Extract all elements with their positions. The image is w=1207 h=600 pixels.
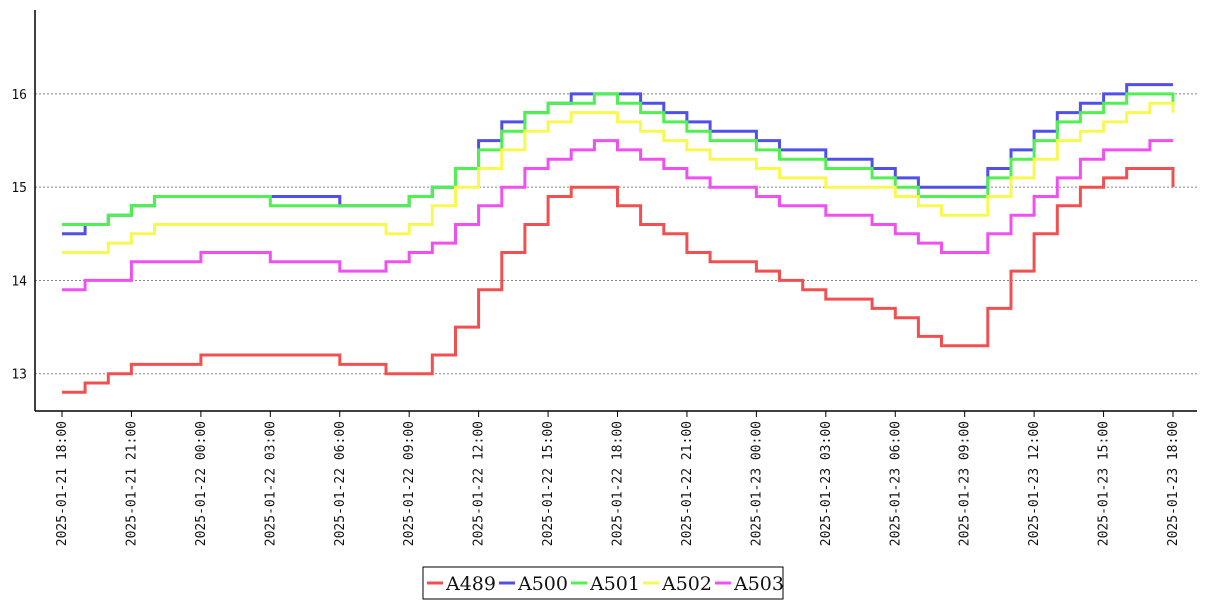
y-tick-label: 16 xyxy=(11,88,27,103)
x-tick-label: 2025-01-23 06:00 xyxy=(888,421,903,546)
x-tick-label: 2025-01-23 15:00 xyxy=(1097,421,1112,546)
x-tick-label: 2025-01-22 18:00 xyxy=(611,421,626,546)
y-tick-label: 13 xyxy=(11,368,27,383)
legend-label: A501 xyxy=(589,573,640,595)
x-tick-label: 2025-01-23 03:00 xyxy=(819,421,834,546)
x-tick-label: 2025-01-22 06:00 xyxy=(333,421,348,546)
x-tick-labels: 2025-01-21 18:00 2025-01-21 21:00 2025-01-… xyxy=(55,411,1181,546)
x-tick-label: 2025-01-23 12:00 xyxy=(1027,421,1042,546)
x-tick-label: 2025-01-23 18:00 xyxy=(1166,421,1181,546)
series-line-a489 xyxy=(62,167,1175,394)
legend-label: A503 xyxy=(733,573,784,595)
x-tick-label: 2025-01-22 15:00 xyxy=(541,421,556,546)
y-tick-labels: 13 14 15 16 xyxy=(11,88,27,383)
x-tick-label: 2025-01-22 09:00 xyxy=(402,421,417,546)
x-tick-label: 2025-01-22 21:00 xyxy=(680,421,695,546)
x-tick-label: 2025-01-23 09:00 xyxy=(958,421,973,546)
y-tick-label: 14 xyxy=(11,274,27,289)
legend-label: A489 xyxy=(445,573,496,595)
x-tick-label: 2025-01-21 18:00 xyxy=(55,421,70,546)
x-tick-label: 2025-01-22 03:00 xyxy=(263,421,278,546)
y-tick-label: 15 xyxy=(11,181,27,196)
legend-label: A502 xyxy=(661,573,712,595)
series-line-a502 xyxy=(62,101,1175,254)
legend: A489 A500 A501 A502 A503 xyxy=(422,566,784,600)
legend-label: A500 xyxy=(517,573,568,595)
x-tick-label: 2025-01-22 12:00 xyxy=(472,421,487,546)
series-line-a503 xyxy=(62,139,1173,292)
x-tick-label: 2025-01-22 00:00 xyxy=(194,421,209,546)
series-layer xyxy=(62,83,1175,394)
x-tick-label: 2025-01-21 21:00 xyxy=(124,421,139,546)
series-line-a500 xyxy=(62,83,1173,236)
axes xyxy=(34,10,1197,412)
gridlines xyxy=(35,93,1197,375)
x-tick-label: 2025-01-23 00:00 xyxy=(749,421,764,546)
